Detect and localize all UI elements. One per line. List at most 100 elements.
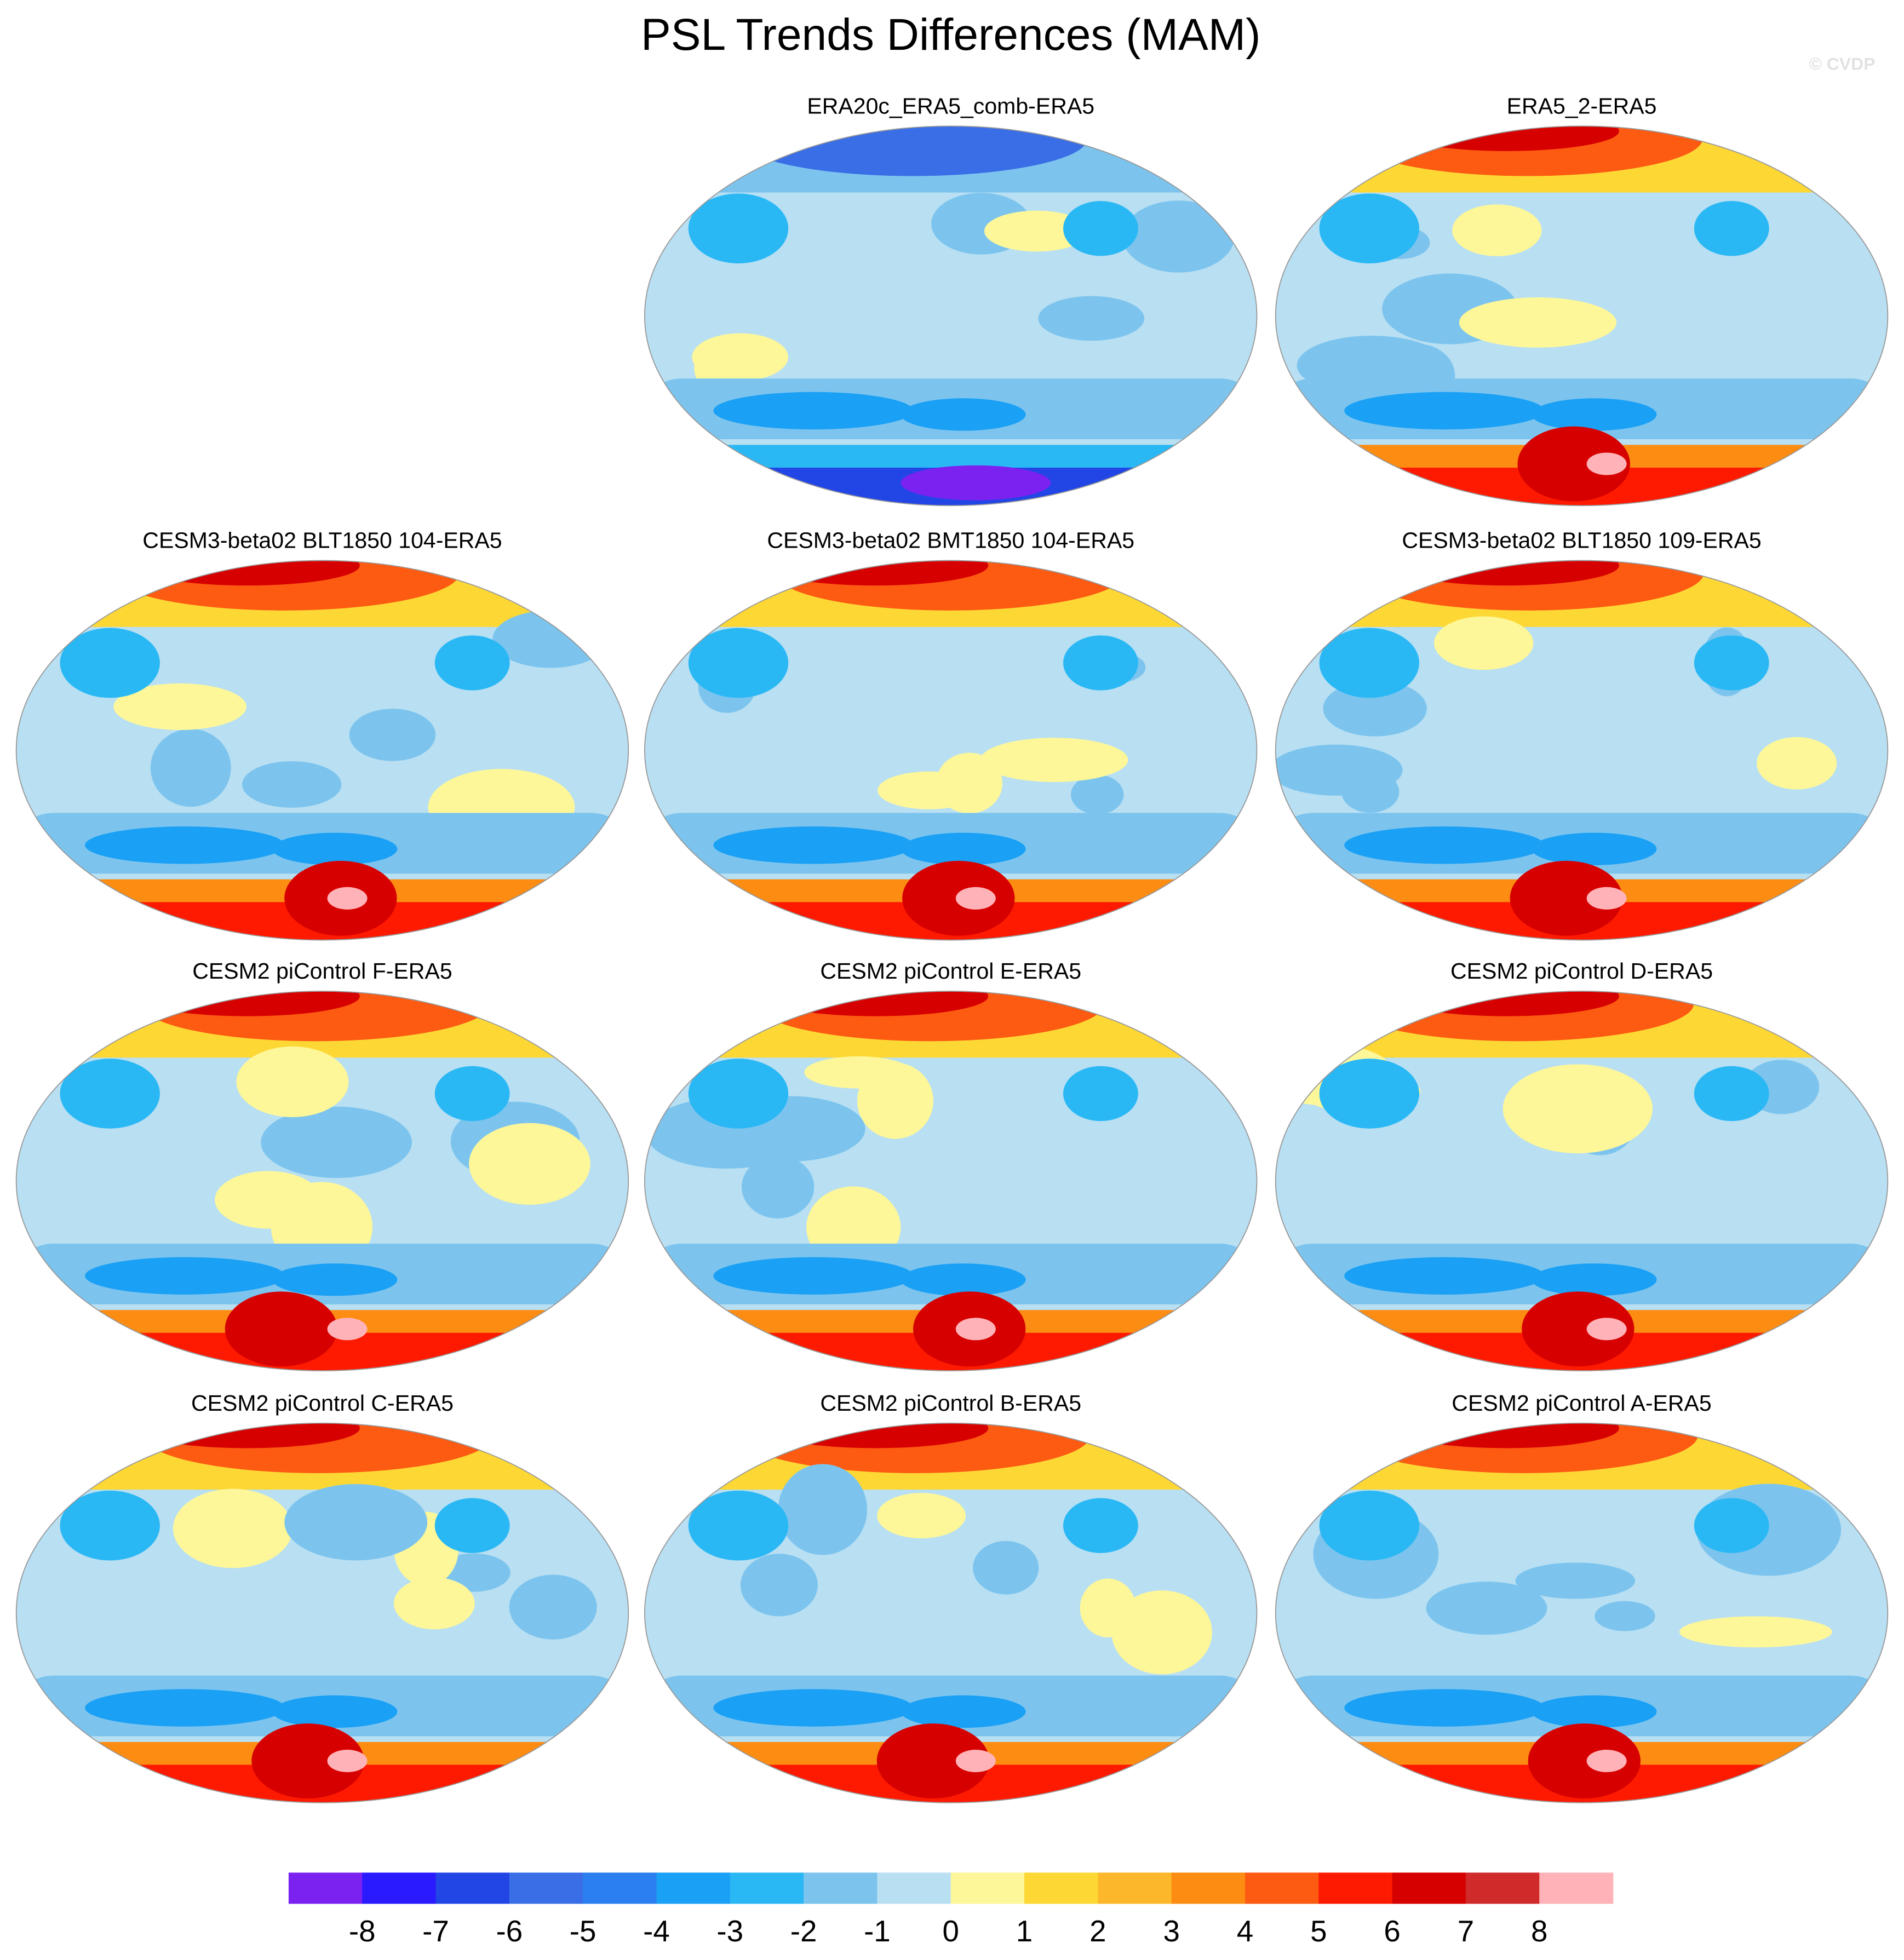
map-outline (644, 125, 1258, 507)
colorbar-label: -4 (643, 1914, 670, 1948)
map-blob (877, 1493, 966, 1539)
panel-title: CESM2 piControl F-ERA5 (192, 958, 452, 984)
map-blob (1063, 1498, 1138, 1553)
map-blob (778, 1464, 868, 1555)
map-band-core (901, 398, 1026, 431)
colorbar-box (1171, 1872, 1246, 1904)
map-blob (1694, 635, 1769, 691)
map-blob (1694, 201, 1769, 256)
map-blob (1080, 1578, 1136, 1637)
map-blob (984, 210, 1089, 252)
panel-title: CESM3-beta02 BLT1850 109-ERA5 (1402, 528, 1761, 553)
map-south-core (1586, 1750, 1627, 1773)
map-outline (644, 991, 1258, 1371)
map-blob (434, 1066, 510, 1122)
colorbar-label: 8 (1531, 1914, 1547, 1948)
map-blob (261, 1106, 412, 1178)
map-band-core (1344, 1689, 1545, 1727)
map-blob (1319, 628, 1420, 698)
map-blob (434, 635, 510, 691)
map-blob (1063, 1066, 1138, 1122)
colorbar-box (1392, 1872, 1466, 1904)
panel-title: ERA20c_ERA5_comb-ERA5 (807, 93, 1094, 118)
panel-title: CESM2 piControl E-ERA5 (820, 958, 1081, 984)
map-band-core (1344, 826, 1545, 864)
map-blob (150, 728, 231, 807)
colorbar-label: 1 (1016, 1914, 1033, 1948)
map-outline (15, 1422, 629, 1803)
map-south-core (1517, 426, 1630, 502)
map-blob (936, 752, 1003, 814)
map-blob (349, 709, 436, 761)
figure-title: PSL Trends Differences (MAM) (641, 10, 1261, 60)
map-south-core (1586, 452, 1627, 475)
map-south-core (955, 1318, 996, 1341)
panel-title: CESM2 piControl A-ERA5 (1452, 1390, 1711, 1416)
map-blob (242, 761, 342, 808)
colorbar-label: 6 (1384, 1914, 1400, 1948)
map-blob (434, 1498, 510, 1553)
map-south-core (1528, 1723, 1641, 1798)
map-blob (1434, 616, 1534, 670)
map-south-core (901, 465, 1051, 501)
map-south-core (225, 1291, 337, 1367)
colorbar-box (1098, 1872, 1172, 1904)
map-blob (1502, 1064, 1653, 1154)
map-blob (469, 1123, 590, 1205)
map-field (1275, 1423, 1888, 1803)
map-outline (1275, 1422, 1889, 1803)
colorbar-label: -3 (716, 1914, 743, 1948)
colorbar-box (804, 1872, 878, 1904)
colorbar-box (509, 1872, 583, 1904)
map-blob (236, 1046, 349, 1117)
map-blob (1319, 193, 1420, 263)
colorbar-box (435, 1872, 510, 1904)
map-band-core (272, 1263, 398, 1296)
map-blob (740, 1554, 818, 1617)
colorbar-label: 5 (1310, 1914, 1327, 1948)
map-blob (1122, 200, 1235, 273)
map-blob (857, 1062, 933, 1139)
colorbar-box (1024, 1872, 1099, 1904)
map-band-core (85, 1689, 285, 1727)
map-south-core (1586, 887, 1627, 910)
map-blob (1756, 737, 1837, 790)
map-band-core (272, 832, 398, 865)
colorbar-label: -8 (349, 1914, 376, 1948)
map-south-core (876, 1723, 990, 1798)
panel-title: CESM2 piControl C-ERA5 (191, 1390, 454, 1416)
map-field (644, 1423, 1257, 1803)
colorbar-box (1318, 1872, 1393, 1904)
map-blob (1459, 297, 1617, 348)
map-outline (644, 560, 1258, 941)
map-blob (1071, 774, 1124, 815)
map-band-core (713, 826, 914, 864)
colorbar-label: 7 (1458, 1914, 1474, 1948)
colorbar-label: -1 (864, 1914, 891, 1948)
map-blob (973, 1541, 1039, 1595)
map-blob (284, 1484, 428, 1561)
map-band-core (901, 1695, 1026, 1728)
map-south-core (327, 887, 368, 910)
colorbar-box (288, 1872, 363, 1904)
map-field (16, 1423, 629, 1803)
map-south-core (1510, 860, 1622, 936)
colorbar-box (583, 1872, 657, 1904)
map-blob (393, 1577, 475, 1630)
watermark: © CVDP (1809, 54, 1875, 74)
map-blob (1111, 1590, 1212, 1675)
map-blob (1319, 1059, 1420, 1129)
panel-title: CESM2 piControl D-ERA5 (1450, 958, 1713, 984)
map-top-core (737, 126, 1088, 176)
map-blob (113, 683, 246, 731)
colorbar-box (730, 1872, 804, 1904)
colorbar-box (1465, 1872, 1540, 1904)
colorbar-label: 3 (1163, 1914, 1179, 1948)
map-band-core (1532, 832, 1657, 865)
map-blob (688, 1490, 789, 1561)
colorbar-box (362, 1872, 437, 1904)
map-outline (1275, 560, 1889, 941)
panel-title: CESM2 piControl B-ERA5 (820, 1390, 1081, 1416)
